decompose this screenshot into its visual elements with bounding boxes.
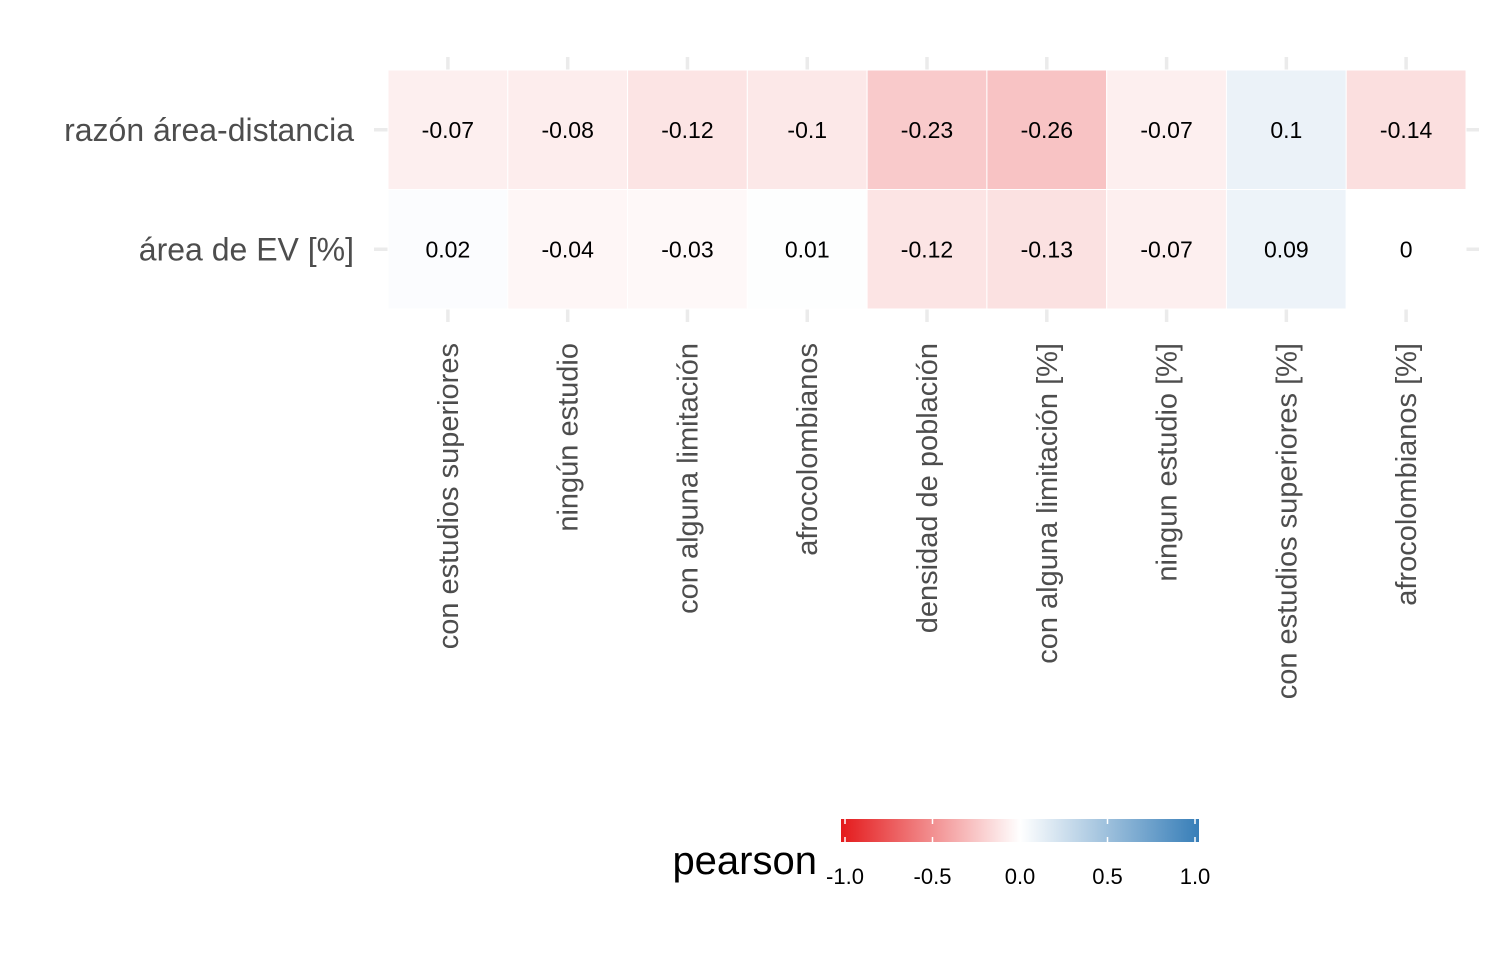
color-legend: pearson -1.0 -0.5 0.0 0.5 1.0 — [672, 819, 1210, 889]
x-axis-label: con alguna limitación — [672, 343, 704, 614]
heatmap-cell — [1345, 69, 1467, 190]
legend-tick-label: -1.0 — [826, 864, 864, 889]
heatmap-cell — [986, 69, 1108, 190]
legend-tick-label: 0.0 — [1005, 864, 1036, 889]
heatmap-cell — [1106, 189, 1227, 310]
heatmap-cell — [866, 189, 988, 310]
heatmap-cell — [387, 69, 509, 190]
x-axis-labels: con estudios superiores ningún estudio con… — [433, 343, 1423, 699]
heatmap-cells — [387, 69, 1467, 310]
heatmap-cell — [1106, 69, 1227, 190]
cell-value-label: -0.14 — [1380, 117, 1433, 143]
heatmap-cell — [1345, 189, 1467, 310]
cell-value-label: -0.04 — [541, 236, 594, 262]
cell-value-label: 0.01 — [785, 236, 830, 262]
cell-value-label: 0.1 — [1270, 117, 1302, 143]
cell-value-label: -0.07 — [1140, 117, 1192, 143]
heatmap-cell — [866, 69, 988, 190]
x-axis-label: con estudios superiores [%] — [1271, 343, 1303, 699]
x-axis-label: afrocolombianos — [792, 343, 824, 556]
cell-value-label: -0.12 — [661, 117, 713, 143]
heatmap-cell — [986, 189, 1108, 310]
x-axis-label: ningun estudio [%] — [1152, 343, 1184, 582]
cell-value-label: -0.07 — [1140, 236, 1192, 262]
x-axis-label: ningún estudio — [553, 343, 585, 532]
x-axis-label: con estudios superiores — [433, 343, 465, 649]
heatmap-cell — [1225, 189, 1347, 310]
heatmap-cell — [387, 189, 509, 310]
legend-tick-label: -0.5 — [914, 864, 952, 889]
heatmap-cell — [627, 189, 748, 310]
heatmap-cell — [507, 69, 629, 190]
cell-value-label: -0.08 — [541, 117, 593, 143]
y-axis-label: área de EV [%] — [139, 231, 354, 267]
cell-value-label: -0.23 — [901, 117, 953, 143]
cell-value-label: -0.03 — [661, 236, 713, 262]
cell-value-labels: -0.07 -0.08 -0.12 -0.1 -0.23 -0.26 -0.07 0.1 -0.… — [422, 117, 1433, 263]
cell-value-label: -0.13 — [1021, 236, 1073, 262]
cell-value-label: -0.1 — [787, 117, 827, 143]
heatmap-cell — [507, 189, 629, 310]
x-axis-label: afrocolombianos [%] — [1391, 343, 1423, 606]
cell-value-label: -0.26 — [1021, 117, 1073, 143]
cell-value-label: -0.12 — [901, 236, 953, 262]
legend-colorbar — [841, 819, 1199, 842]
y-axis-label: razón área-distancia — [64, 112, 354, 148]
cell-value-label: 0.09 — [1264, 236, 1309, 262]
x-axis-label: densidad de población — [912, 343, 944, 633]
heatmap-cell — [746, 189, 868, 310]
legend-title: pearson — [672, 839, 817, 883]
cell-value-label: 0.02 — [426, 236, 471, 262]
heatmap-cell — [627, 69, 748, 190]
cell-value-label: 0 — [1400, 236, 1413, 262]
legend-tick-label: 1.0 — [1180, 864, 1211, 889]
cell-value-label: -0.07 — [422, 117, 474, 143]
y-axis-labels: razón área-distancia área de EV [%] — [64, 112, 354, 268]
heatmap-cell — [746, 69, 868, 190]
legend-tick-label: 0.5 — [1092, 864, 1123, 889]
x-axis-label: con alguna limitación [%] — [1032, 343, 1064, 664]
legend-ticks: -1.0 -0.5 0.0 0.5 1.0 — [826, 819, 1210, 889]
